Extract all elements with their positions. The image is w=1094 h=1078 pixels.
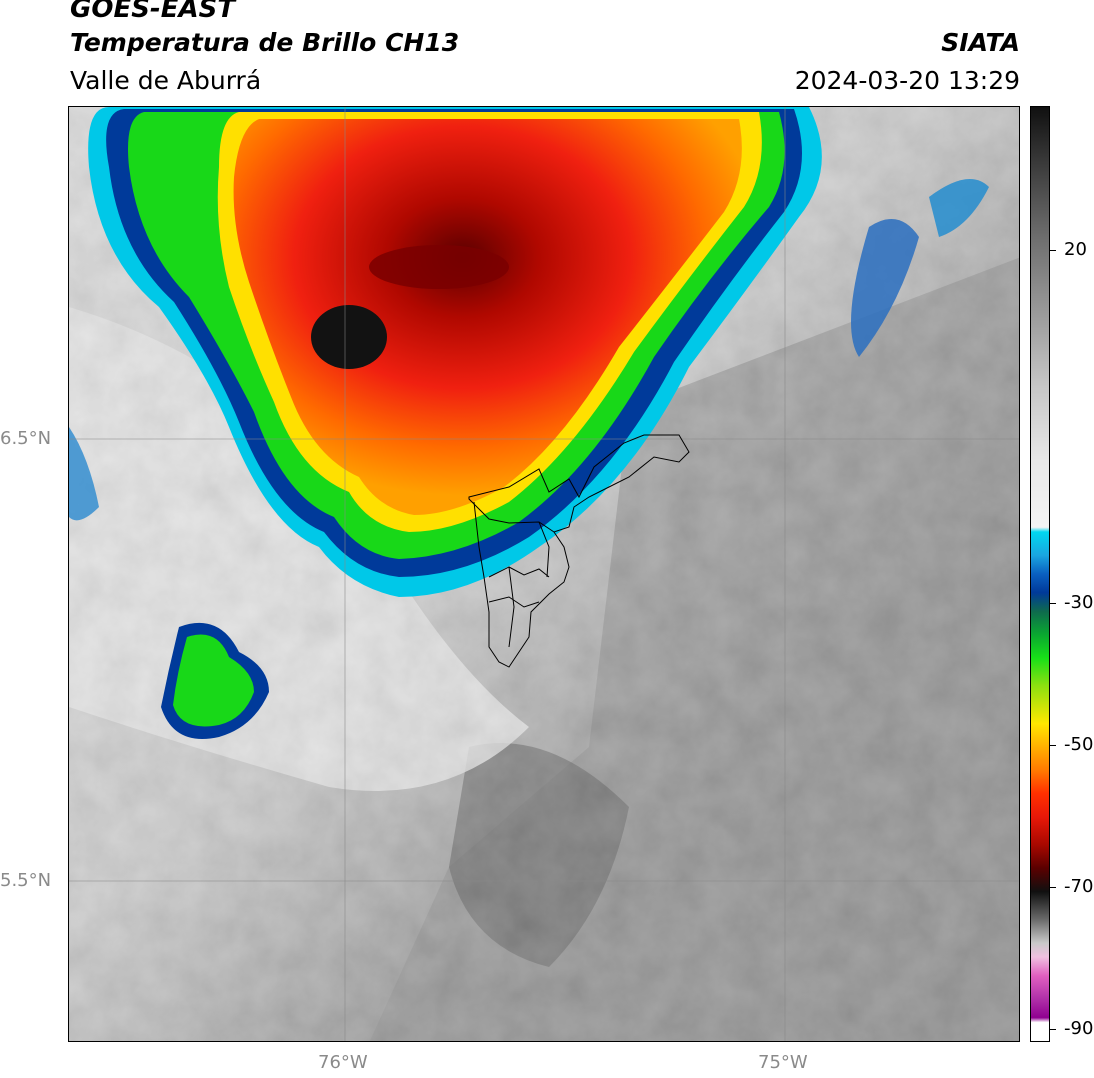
x-tick-label: 76°W bbox=[318, 1052, 368, 1073]
cloud-cold-top bbox=[311, 305, 387, 369]
colorbar-label: -70 bbox=[1064, 876, 1094, 897]
datetime-label: 2024-03-20 13:29 bbox=[794, 66, 1020, 95]
colorbar-tick bbox=[1050, 1029, 1056, 1030]
cell-ne-2 bbox=[929, 179, 989, 237]
cell-edge-west bbox=[69, 427, 99, 521]
satellite-map[interactable] bbox=[68, 106, 1020, 1042]
cell-west-green bbox=[173, 634, 254, 727]
cloud-dark-center bbox=[369, 245, 509, 289]
y-tick-label: 5.5°N bbox=[0, 870, 52, 891]
region-subtitle: Valle de Aburrá bbox=[70, 66, 262, 95]
colorbar bbox=[1030, 106, 1050, 1042]
x-tick-label: 75°W bbox=[758, 1052, 808, 1073]
colorbar-label: -30 bbox=[1064, 592, 1094, 613]
cloud-red-core bbox=[233, 119, 742, 515]
cell-ne-1 bbox=[851, 219, 919, 357]
colorbar-label: 20 bbox=[1064, 239, 1087, 260]
map-canvas bbox=[69, 107, 1019, 1041]
colorbar-label: -90 bbox=[1064, 1018, 1094, 1039]
colorbar-tick bbox=[1050, 250, 1056, 251]
colorbar-tick bbox=[1050, 745, 1056, 746]
municipal-boundaries bbox=[468, 434, 690, 668]
colorbar-tick bbox=[1050, 887, 1056, 888]
colorbar-label: -50 bbox=[1064, 734, 1094, 755]
product-title: Temperatura de Brillo CH13 bbox=[70, 28, 460, 57]
institution-label: SIATA bbox=[941, 28, 1020, 57]
y-tick-label: 6.5°N bbox=[0, 428, 52, 449]
colorbar-tick bbox=[1050, 603, 1056, 604]
satellite-title: GOES-EAST bbox=[70, 0, 236, 24]
